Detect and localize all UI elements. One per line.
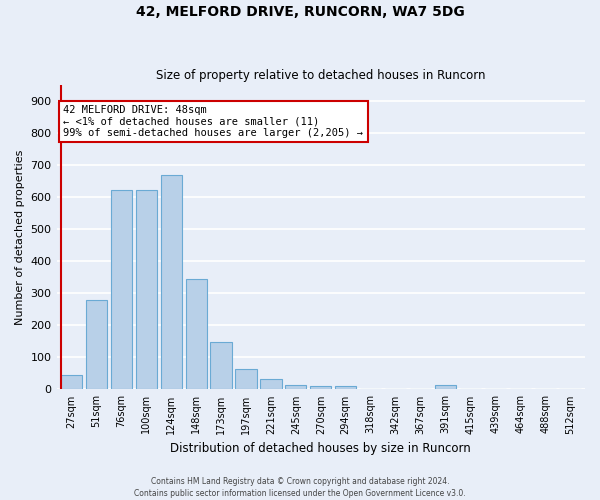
Y-axis label: Number of detached properties: Number of detached properties — [15, 150, 25, 324]
Bar — [235, 368, 257, 390]
Title: Size of property relative to detached houses in Runcorn: Size of property relative to detached ho… — [156, 69, 485, 82]
Bar — [161, 175, 182, 390]
Bar — [335, 386, 356, 390]
Bar — [86, 300, 107, 390]
Bar — [185, 278, 207, 390]
Bar — [285, 385, 307, 390]
Bar — [111, 190, 132, 390]
Bar — [61, 374, 82, 390]
Text: 42 MELFORD DRIVE: 48sqm
← <1% of detached houses are smaller (11)
99% of semi-de: 42 MELFORD DRIVE: 48sqm ← <1% of detache… — [64, 105, 364, 138]
X-axis label: Distribution of detached houses by size in Runcorn: Distribution of detached houses by size … — [170, 442, 471, 455]
Bar — [136, 190, 157, 390]
Bar — [211, 342, 232, 390]
Text: 42, MELFORD DRIVE, RUNCORN, WA7 5DG: 42, MELFORD DRIVE, RUNCORN, WA7 5DG — [136, 5, 464, 19]
Bar — [260, 379, 281, 390]
Text: Contains HM Land Registry data © Crown copyright and database right 2024.
Contai: Contains HM Land Registry data © Crown c… — [134, 476, 466, 498]
Bar — [435, 386, 456, 390]
Bar — [310, 386, 331, 390]
